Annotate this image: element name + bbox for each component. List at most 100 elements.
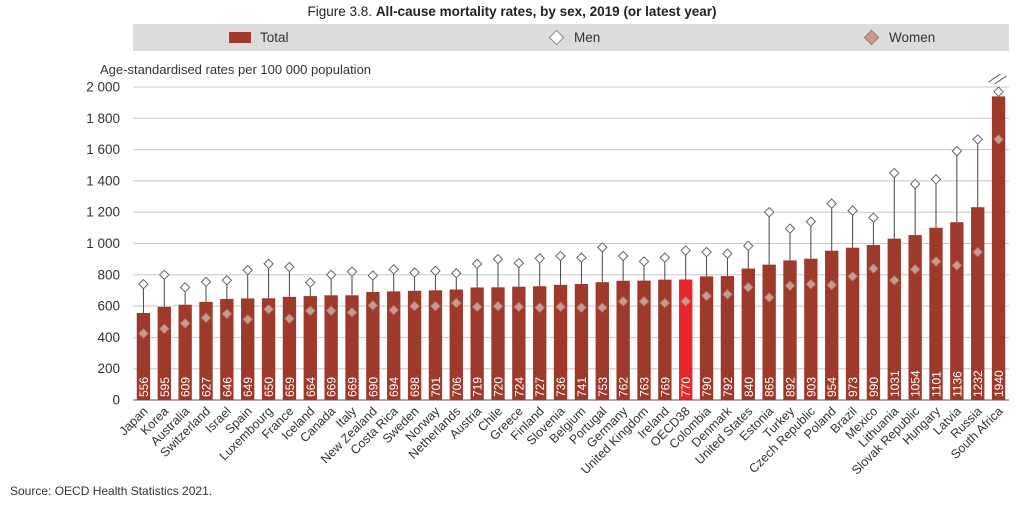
- men-marker: [325, 269, 337, 281]
- data-label: 865: [763, 377, 777, 397]
- legend-women-label: Women: [889, 30, 936, 45]
- bar-iceland: [303, 296, 317, 400]
- women-marker: [909, 264, 921, 275]
- y-tick-label: 2 000: [86, 80, 120, 95]
- women-marker: [367, 300, 379, 311]
- y-tick-label: 200: [97, 361, 120, 376]
- y-tick-label: 1 800: [86, 111, 120, 126]
- data-label: 690: [366, 377, 380, 397]
- women-marker: [159, 323, 170, 334]
- data-label: 973: [846, 377, 860, 397]
- women-marker: [451, 297, 462, 309]
- men-marker: [263, 258, 274, 270]
- men-marker: [972, 134, 984, 145]
- men-marker: [242, 264, 254, 276]
- legend: Total Men Women: [133, 24, 1009, 51]
- bar-united-kingdom: [637, 280, 651, 400]
- data-label: 664: [304, 377, 318, 397]
- data-label: 792: [721, 377, 735, 397]
- men-marker: [638, 256, 650, 267]
- men-marker: [346, 266, 358, 277]
- bar-chile: [491, 287, 505, 400]
- data-label: 990: [867, 377, 881, 397]
- legend-men-label: Men: [574, 30, 601, 45]
- men-marker: [221, 274, 233, 286]
- women-marker: [638, 296, 650, 307]
- women-marker: [930, 256, 942, 267]
- bar-colombia: [699, 276, 714, 400]
- data-label: 1940: [992, 370, 1006, 397]
- data-label: 954: [825, 377, 839, 397]
- bar-new-zealand: [366, 292, 380, 400]
- bar-united-states: [741, 268, 755, 400]
- axis-break-mark: [988, 73, 1001, 83]
- women-marker: [868, 263, 879, 274]
- men-marker: [763, 206, 775, 218]
- men-marker: [722, 248, 733, 259]
- women-marker: [972, 246, 983, 258]
- legend-item-women: Women: [863, 24, 936, 51]
- men-marker: [659, 252, 671, 263]
- men-marker: [388, 264, 400, 275]
- women-marker: [388, 304, 399, 316]
- data-label: 903: [804, 377, 818, 397]
- data-label: 595: [158, 377, 172, 397]
- data-label: 840: [742, 377, 756, 397]
- men-marker: [200, 276, 212, 288]
- men-marker: [430, 265, 441, 277]
- bar-switzerland: [199, 301, 213, 400]
- men-marker: [534, 253, 546, 264]
- data-label: 762: [617, 377, 631, 397]
- data-label: 627: [200, 377, 214, 397]
- men-marker: [742, 240, 754, 252]
- women-marker: [597, 302, 608, 313]
- men-marker: [993, 86, 1004, 98]
- bar-turkey: [783, 260, 797, 400]
- legend-item-total: Total: [229, 24, 289, 51]
- women-marker: [889, 275, 900, 286]
- y-axis-title: Age-standardised rates per 100 000 popul…: [100, 62, 372, 77]
- data-label: 1054: [909, 370, 923, 397]
- bar-israel: [220, 298, 234, 400]
- y-tick-label: 800: [97, 267, 120, 282]
- data-label: 698: [408, 377, 422, 397]
- men-marker: [513, 257, 525, 269]
- women-marker: [513, 301, 525, 313]
- bar-germany: [616, 280, 630, 400]
- data-label: 719: [471, 377, 485, 397]
- figure-title: Figure 3.8. All-cause mortality rates, b…: [0, 4, 1024, 19]
- bar-canada: [324, 295, 338, 400]
- bar-spain: [241, 298, 255, 400]
- women-marker: [805, 279, 817, 290]
- men-marker: [680, 245, 692, 256]
- data-label: 720: [492, 377, 506, 397]
- y-tick-label: 1 400: [86, 173, 120, 188]
- bar-slovak-republic: [908, 235, 922, 400]
- bar-norway: [428, 290, 443, 400]
- women-marker: [242, 314, 253, 325]
- women-marker: [263, 304, 274, 315]
- women-marker: [221, 308, 233, 320]
- bar-sweden: [407, 290, 422, 400]
- women-marker: [430, 300, 441, 312]
- bar-luxembourg: [261, 298, 276, 400]
- data-label: 701: [429, 377, 443, 397]
- women-marker: [743, 282, 754, 293]
- axis-break-mark: [994, 75, 1007, 85]
- data-label: 646: [220, 377, 234, 397]
- data-label: 659: [283, 377, 297, 397]
- men-marker: [450, 267, 462, 279]
- bar-portugal: [595, 282, 609, 400]
- data-label: 769: [658, 377, 672, 397]
- women-marker: [617, 296, 629, 307]
- women-marker: [346, 307, 358, 318]
- data-label: 669: [325, 377, 339, 397]
- data-label: 724: [512, 377, 526, 397]
- data-label: 556: [137, 377, 151, 397]
- men-marker: [805, 216, 817, 227]
- data-label: 694: [387, 377, 401, 397]
- bar-belgium: [574, 284, 589, 400]
- data-label: 763: [638, 377, 652, 397]
- data-label: 669: [346, 377, 360, 397]
- women-marker: [555, 301, 566, 313]
